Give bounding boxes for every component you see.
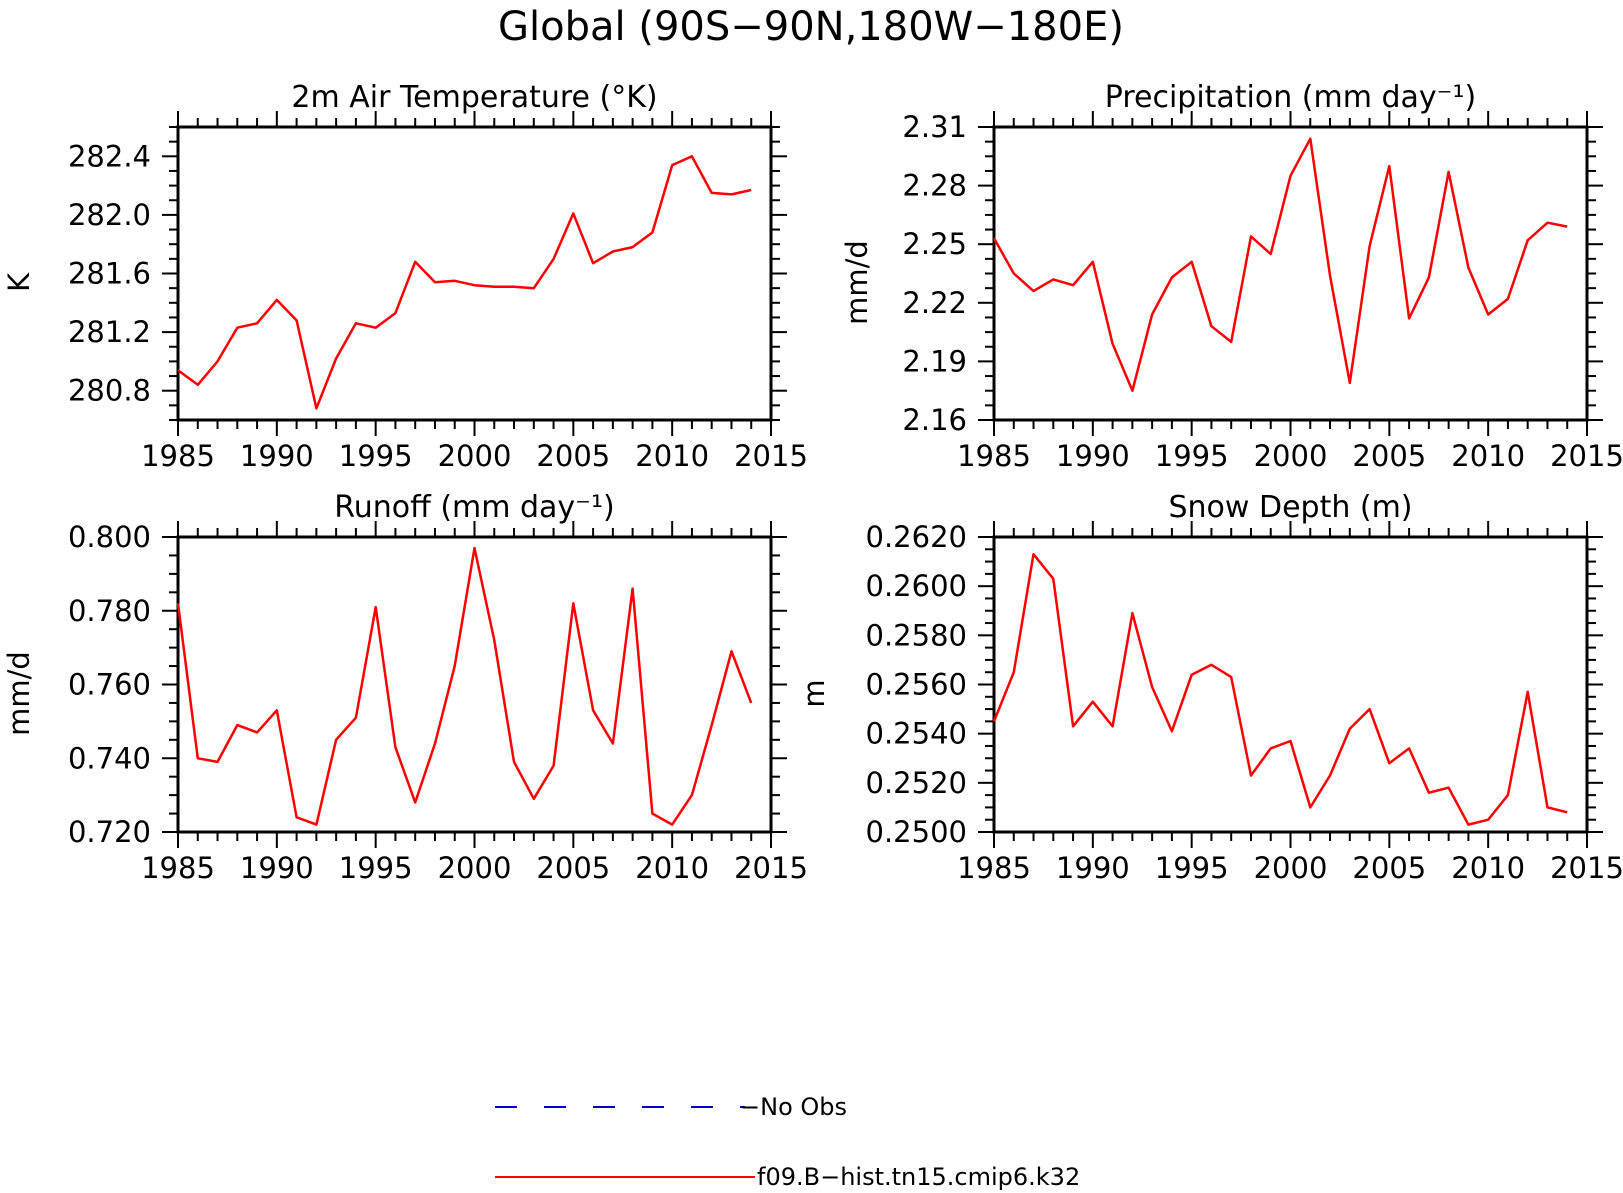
y-tick-label: 0.740 [68,741,151,775]
plot-frame [992,535,1589,834]
y-tick-label: 280.8 [68,374,151,408]
x-tick-label: 2010 [635,439,709,473]
y-axis-label: m [797,679,831,707]
y-tick-label: 0.760 [68,668,151,702]
y-axis-label: K [2,272,36,292]
panel-title: Runoff (mm day⁻¹) [334,490,615,525]
x-tick-label: 1985 [957,439,1031,473]
y-tick-label: 0.780 [68,594,151,628]
figure-title: Global (90S−90N,180W−180E) [498,4,1124,50]
y-tick-label: 0.2500 [866,815,967,849]
plot-frame [176,125,773,422]
y-tick-label: 282.4 [68,139,151,173]
x-tick-label: 1985 [141,439,215,473]
panel-precipitation: Precipitation (mm day⁻¹) 1985 1990 1995 2000… [840,80,1623,473]
x-tick-label: 2010 [1451,439,1525,473]
x-tick-label: 1995 [339,851,413,885]
y-axis-label: mm/d [840,240,874,325]
y-tick-label: 0.2520 [866,766,967,800]
x-tick-label: 2010 [1451,851,1525,885]
x-tick-label: 2000 [1254,439,1328,473]
x-tick-label: 2015 [734,851,808,885]
x-tick-label: 2000 [438,439,512,473]
y-tick-label: 0.2620 [866,520,967,554]
x-tick-label: 2005 [1352,439,1426,473]
x-tick-label: 2015 [734,439,808,473]
y-tick-label: 0.2600 [866,569,967,603]
y-tick-label: 2.22 [902,286,967,320]
series-line [992,137,1568,392]
y-tick-label: 2.28 [902,169,967,203]
x-tick-label: 1990 [1056,851,1130,885]
series-line [177,155,752,410]
x-tick-label: 2015 [1550,851,1623,885]
panel-air-temperature: 2m Air Temperature (°K) 1985 1990 1995 2000 2… [2,80,808,473]
legend-label-no-obs: −No Obs [740,1093,847,1121]
y-tick-label: 2.16 [902,403,967,437]
y-tick-label: 0.800 [68,520,151,554]
panel-runoff: Runoff (mm day⁻¹) 1985 1990 1995 2000 2005 201… [2,490,808,885]
y-tick-label: 0.2540 [866,717,967,751]
x-tick-label: 1990 [240,439,314,473]
x-tick-label: 1985 [957,851,1031,885]
x-tick-label: 1995 [339,439,413,473]
x-tick-label: 1995 [1155,851,1229,885]
x-tick-label: 1995 [1155,439,1229,473]
y-tick-label: 0.2580 [866,618,967,652]
panel-title: 2m Air Temperature (°K) [291,80,657,115]
y-tick-label: 281.2 [68,315,151,349]
x-tick-label: 1985 [141,851,215,885]
panel-snow-depth: Snow Depth (m) 1985 1990 1995 2000 2005 2010 20… [797,490,1623,885]
x-tick-label: 2005 [1352,851,1426,885]
y-tick-label: 2.19 [902,344,967,378]
panels: 2m Air Temperature (°K) 1985 1990 1995 2000 2… [2,80,1623,885]
x-tick-label: 2005 [536,439,610,473]
x-tick-label: 1990 [1056,439,1130,473]
x-tick-label: 2010 [635,851,709,885]
y-tick-label: 281.6 [68,257,151,291]
x-tick-label: 2005 [536,851,610,885]
y-tick-label: 282.0 [68,198,151,232]
y-tick-label: 0.2560 [866,668,967,702]
x-tick-label: 2015 [1550,439,1623,473]
plot-frame [176,535,773,834]
panel-title: Snow Depth (m) [1168,490,1412,525]
y-axis-label: mm/d [2,651,36,736]
y-tick-label: 2.25 [902,227,967,261]
panel-title: Precipitation (mm day⁻¹) [1105,80,1476,115]
y-tick-label: 2.31 [902,110,967,144]
x-tick-label: 2000 [438,851,512,885]
series-line [992,552,1568,826]
legend: −No Obs f09.B−hist.tn15.cmip6.k32 [495,1093,1080,1191]
x-tick-label: 1990 [240,851,314,885]
legend-label-model: f09.B−hist.tn15.cmip6.k32 [757,1163,1080,1191]
y-tick-label: 0.720 [68,815,151,849]
series-line [176,546,753,826]
x-tick-label: 2000 [1254,851,1328,885]
